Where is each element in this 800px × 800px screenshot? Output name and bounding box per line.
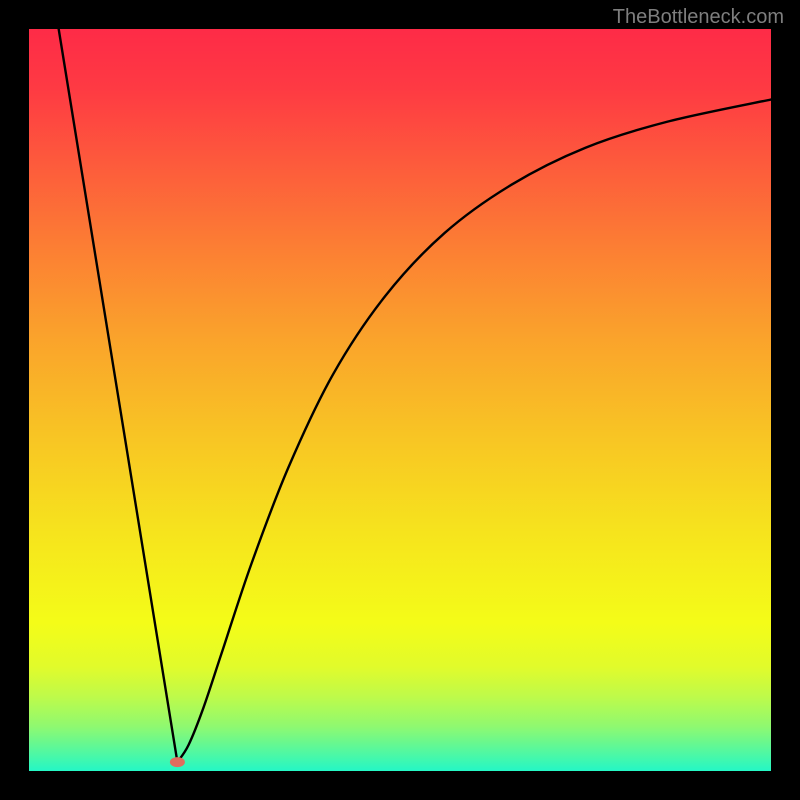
chart-svg	[29, 29, 771, 771]
minimum-marker	[170, 757, 185, 767]
chart-background	[29, 29, 771, 771]
watermark-text: TheBottleneck.com	[613, 6, 784, 29]
bottleneck-chart	[29, 29, 771, 771]
